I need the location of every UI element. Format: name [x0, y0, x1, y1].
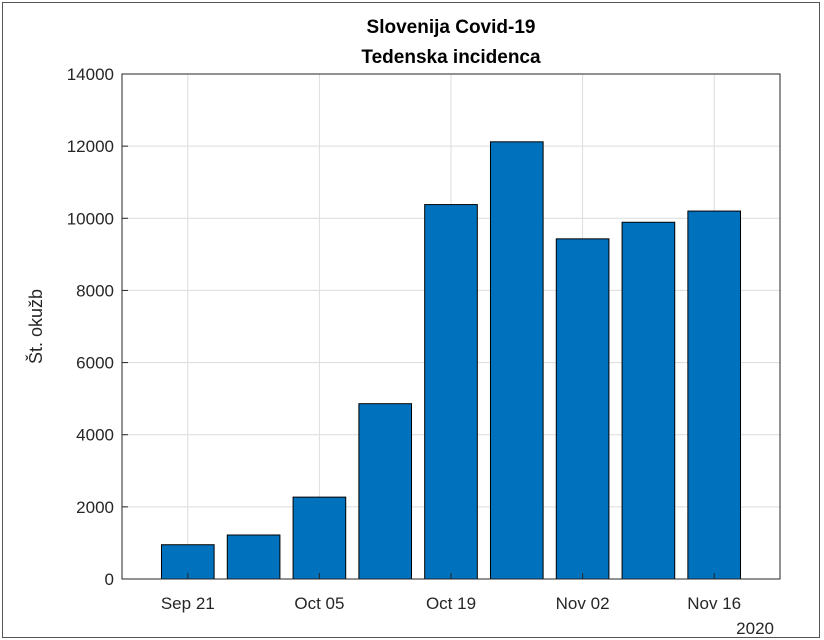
bar-2020-11-16	[687, 210, 742, 580]
x-tick-label: Nov 02	[556, 594, 610, 613]
y-tick-label: 10000	[67, 209, 114, 228]
y-tick-label: 0	[105, 570, 114, 589]
bar-2020-10-19	[424, 204, 478, 580]
y-tick-label: 2000	[76, 498, 114, 517]
y-tick-label: 8000	[76, 281, 114, 300]
y-tick-label: 4000	[76, 426, 114, 445]
y-tick-label: 14000	[67, 65, 114, 84]
y-tick-label: 6000	[76, 354, 114, 373]
y-tick-label: 12000	[67, 137, 114, 156]
x-tick-label: Oct 05	[294, 594, 344, 613]
bar-2020-11-09	[621, 221, 676, 580]
bar-2020-10-12	[358, 403, 413, 580]
bar-2020-10-05	[292, 496, 347, 580]
chart-title-line-1: Slovenija Covid-19	[367, 17, 536, 38]
bar-2020-11-02	[555, 238, 610, 580]
chart-title-line-2: Tedenska incidenca	[361, 47, 541, 68]
bar-2020-09-28	[226, 534, 281, 580]
x-axis-year-label: 2020	[736, 619, 774, 638]
y-axis-label: Št. okužb	[25, 289, 46, 364]
bars	[160, 141, 742, 580]
bar-2020-10-26	[489, 141, 544, 580]
x-tick-label: Sep 21	[161, 594, 215, 613]
y-axis-ticks: 0 2000 4000 6000 8000 10000 12000 14000	[67, 65, 128, 589]
x-tick-label: Nov 16	[687, 594, 741, 613]
x-tick-label: Oct 19	[426, 594, 476, 613]
x-axis-ticks: Sep 21 Oct 05 Oct 19 Nov 02 Nov 16	[161, 573, 741, 613]
